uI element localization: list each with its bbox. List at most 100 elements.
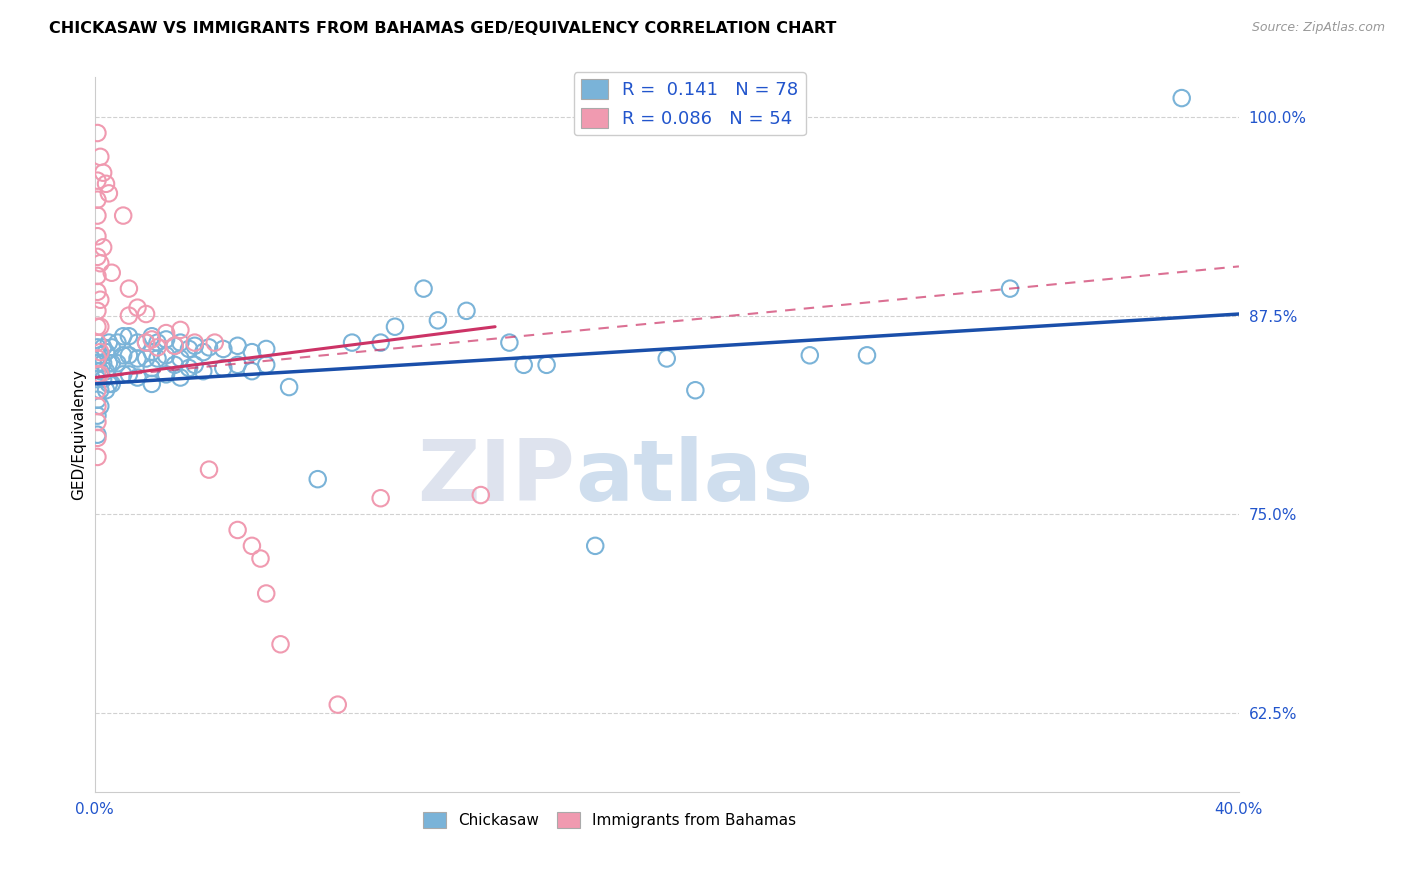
Point [169,323,191,337]
Point [512,358,534,372]
Point [89,150,111,164]
Point [112,368,135,382]
Text: ZIP: ZIP [418,436,575,519]
Point [470,488,492,502]
Point [100,340,122,354]
Point [254,586,277,600]
Point [86,250,108,264]
Point [89,319,111,334]
Point [89,399,111,413]
Point [370,491,392,506]
Point [89,293,111,307]
Point [94,345,117,359]
Point [127,301,149,315]
Point [141,333,163,347]
Point [86,285,108,299]
Point [384,319,406,334]
Point [307,472,329,486]
Point [86,319,108,334]
Point [86,268,108,283]
Point [91,166,114,180]
Point [91,240,114,254]
Point [583,539,606,553]
Point [127,370,149,384]
Point [89,364,111,378]
Point [100,356,122,370]
Point [146,340,169,354]
Point [86,193,108,207]
Point [370,335,392,350]
Point [86,356,108,370]
Point [97,356,120,370]
Point [183,339,205,353]
Point [135,335,157,350]
Point [155,333,177,347]
Point [94,177,117,191]
Point [118,329,141,343]
Point [86,415,108,429]
Point [86,340,108,354]
Point [198,340,221,354]
Point [135,335,157,350]
Point [94,364,117,378]
Point [169,351,191,366]
Point [89,256,111,270]
Point [86,174,108,188]
Point [198,462,221,476]
Point [326,698,349,712]
Point [226,523,249,537]
Point [89,368,111,382]
Point [91,340,114,354]
Point [89,383,111,397]
Point [86,383,108,397]
Point [86,427,108,442]
Point [112,348,135,362]
Point [86,392,108,407]
Point [86,399,108,413]
Point [163,339,186,353]
Text: CHICKASAW VS IMMIGRANTS FROM BAHAMAS GED/EQUIVALENCY CORRELATION CHART: CHICKASAW VS IMMIGRANTS FROM BAHAMAS GED… [49,21,837,36]
Point [204,335,226,350]
Point [254,358,277,372]
Point [163,339,186,353]
Point [183,335,205,350]
Point [183,358,205,372]
Point [412,282,434,296]
Point [169,335,191,350]
Point [655,351,678,366]
Point [86,431,108,445]
Point [118,309,141,323]
Point [112,209,135,223]
Point [146,335,169,350]
Point [86,229,108,244]
Point [86,372,108,386]
Point [118,348,141,362]
Point [86,351,108,366]
Point [86,303,108,318]
Point [177,361,200,376]
Point [141,329,163,343]
Point [212,361,235,376]
Point [86,368,108,382]
Point [89,345,111,359]
Point [118,282,141,296]
Point [536,358,558,372]
Point [86,409,108,423]
Point [856,348,879,362]
Point [97,376,120,391]
Point [254,342,277,356]
Point [177,342,200,356]
Point [141,345,163,359]
Point [456,303,478,318]
Point [89,348,111,362]
Point [1170,91,1192,105]
Point [193,364,215,378]
Point [226,358,249,372]
Point [169,370,191,384]
Point [226,339,249,353]
Point [278,380,301,394]
Point [135,307,157,321]
Text: atlas: atlas [575,436,814,519]
Point [141,361,163,376]
Point [998,282,1021,296]
